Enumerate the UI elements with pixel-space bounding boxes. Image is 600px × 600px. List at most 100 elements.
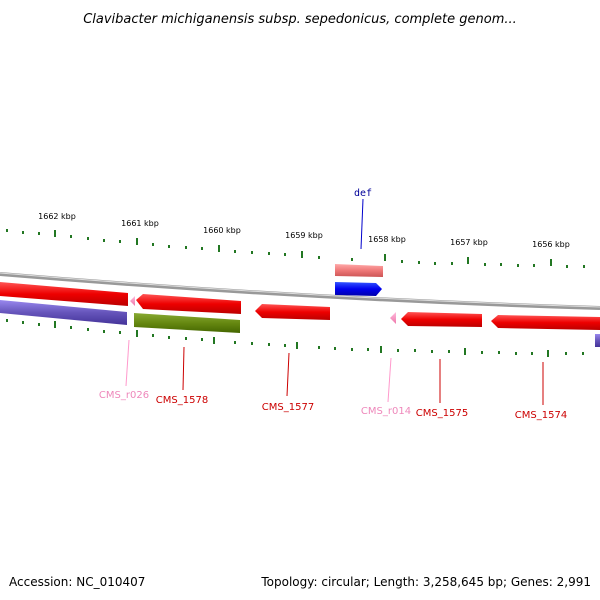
minor-tick	[251, 342, 253, 345]
tick-label: 1661 kbp	[121, 219, 159, 228]
minor-tick	[367, 348, 369, 351]
def-label[interactable]: def	[354, 188, 372, 199]
tick-label: 1656 kbp	[532, 240, 570, 249]
minor-tick	[201, 338, 203, 341]
def-leader-line	[360, 198, 364, 250]
rna-arrow-cms-r026[interactable]	[130, 296, 135, 306]
minor-tick	[22, 321, 24, 324]
outer-tick-row	[6, 229, 585, 268]
major-tick	[136, 238, 138, 245]
minor-tick	[401, 260, 403, 263]
def-gene-bar[interactable]	[335, 264, 383, 277]
minor-tick	[418, 261, 420, 264]
major-tick	[464, 348, 466, 355]
def-cds-arrow[interactable]	[335, 282, 382, 296]
minor-tick	[103, 239, 105, 242]
cds-arrow-cms-1578[interactable]	[136, 294, 241, 314]
major-tick	[54, 230, 56, 237]
major-tick	[384, 254, 386, 261]
minor-tick	[201, 247, 203, 250]
cms-1574-label[interactable]: CMS_1574	[515, 410, 567, 421]
minor-tick	[168, 336, 170, 339]
minor-tick	[351, 258, 353, 261]
minor-tick	[517, 264, 519, 267]
map-title: Clavibacter michiganensis subsp. sepedon…	[83, 12, 517, 27]
minor-tick	[451, 262, 453, 265]
inner-tick-row	[6, 319, 584, 357]
cms-r026-leader-line	[125, 339, 130, 387]
cms-r026-label[interactable]: CMS_r026	[99, 390, 149, 401]
minor-tick	[582, 352, 584, 355]
minor-tick	[185, 246, 187, 249]
minor-tick	[87, 328, 89, 331]
cds-arrow-cms-1575[interactable]	[401, 312, 482, 327]
purple-gene-bar-left[interactable]	[0, 300, 127, 325]
tick-label: 1657 kbp	[450, 238, 488, 247]
cms-1578-label[interactable]: CMS_1578	[156, 395, 208, 406]
topology-text: Topology: circular; Length: 3,258,645 bp…	[260, 575, 591, 589]
minor-tick	[565, 352, 567, 355]
major-tick	[54, 321, 56, 328]
major-tick	[380, 346, 382, 353]
minor-tick	[38, 232, 40, 235]
minor-tick	[152, 334, 154, 337]
cms-1575-label[interactable]: CMS_1575	[416, 408, 468, 419]
genome-backbone-highlight	[0, 272, 600, 308]
cds-arrow-cms-1574[interactable]	[491, 315, 600, 330]
major-tick	[301, 251, 303, 258]
minor-tick	[268, 343, 270, 346]
minor-tick	[103, 330, 105, 333]
tick-labels: 1662 kbp 1661 kbp 1660 kbp 1659 kbp 1658…	[38, 212, 570, 249]
minor-tick	[484, 263, 486, 266]
minor-tick	[318, 256, 320, 259]
minor-tick	[533, 264, 535, 267]
minor-tick	[583, 265, 585, 268]
major-tick	[550, 259, 552, 266]
minor-tick	[6, 319, 8, 322]
minor-tick	[334, 347, 336, 350]
tick-label: 1662 kbp	[38, 212, 76, 221]
minor-tick	[185, 337, 187, 340]
cms-r014-label[interactable]: CMS_r014	[361, 406, 411, 417]
major-tick	[136, 330, 138, 337]
major-tick	[213, 337, 215, 344]
minor-tick	[234, 250, 236, 253]
minor-tick	[251, 251, 253, 254]
minor-tick	[119, 240, 121, 243]
minor-tick	[434, 262, 436, 265]
rna-arrow-cms-r014[interactable]	[390, 312, 396, 324]
minor-tick	[6, 229, 8, 232]
feature-labels: CMS_r026 CMS_1578 CMS_1577 CMS_r014 CMS_…	[99, 339, 567, 421]
cms-1577-label[interactable]: CMS_1577	[262, 402, 314, 413]
purple-gene-bar-right[interactable]	[595, 334, 600, 347]
minor-tick	[318, 346, 320, 349]
reverse-strand-features	[0, 282, 600, 347]
minor-tick	[268, 252, 270, 255]
accession-text: Accession: NC_010407	[9, 575, 145, 589]
tick-label: 1658 kbp	[368, 235, 406, 244]
major-tick	[547, 350, 549, 357]
def-feature[interactable]: def	[335, 188, 383, 296]
minor-tick	[448, 350, 450, 353]
minor-tick	[234, 341, 236, 344]
minor-tick	[414, 349, 416, 352]
olive-gene-bar-cms-1578[interactable]	[134, 313, 240, 333]
cds-arrow-left-edge[interactable]	[0, 282, 128, 306]
major-tick	[296, 342, 298, 349]
major-tick	[218, 245, 220, 252]
minor-tick	[431, 350, 433, 353]
cms-r014-leader-line	[387, 357, 392, 403]
minor-tick	[500, 263, 502, 266]
minor-tick	[284, 344, 286, 347]
major-tick	[467, 257, 469, 264]
minor-tick	[70, 326, 72, 329]
minor-tick	[566, 265, 568, 268]
minor-tick	[531, 352, 533, 355]
minor-tick	[119, 331, 121, 334]
minor-tick	[481, 351, 483, 354]
minor-tick	[515, 352, 517, 355]
tick-label: 1660 kbp	[203, 226, 241, 235]
cds-arrow-cms-1577[interactable]	[255, 304, 330, 320]
minor-tick	[38, 323, 40, 326]
